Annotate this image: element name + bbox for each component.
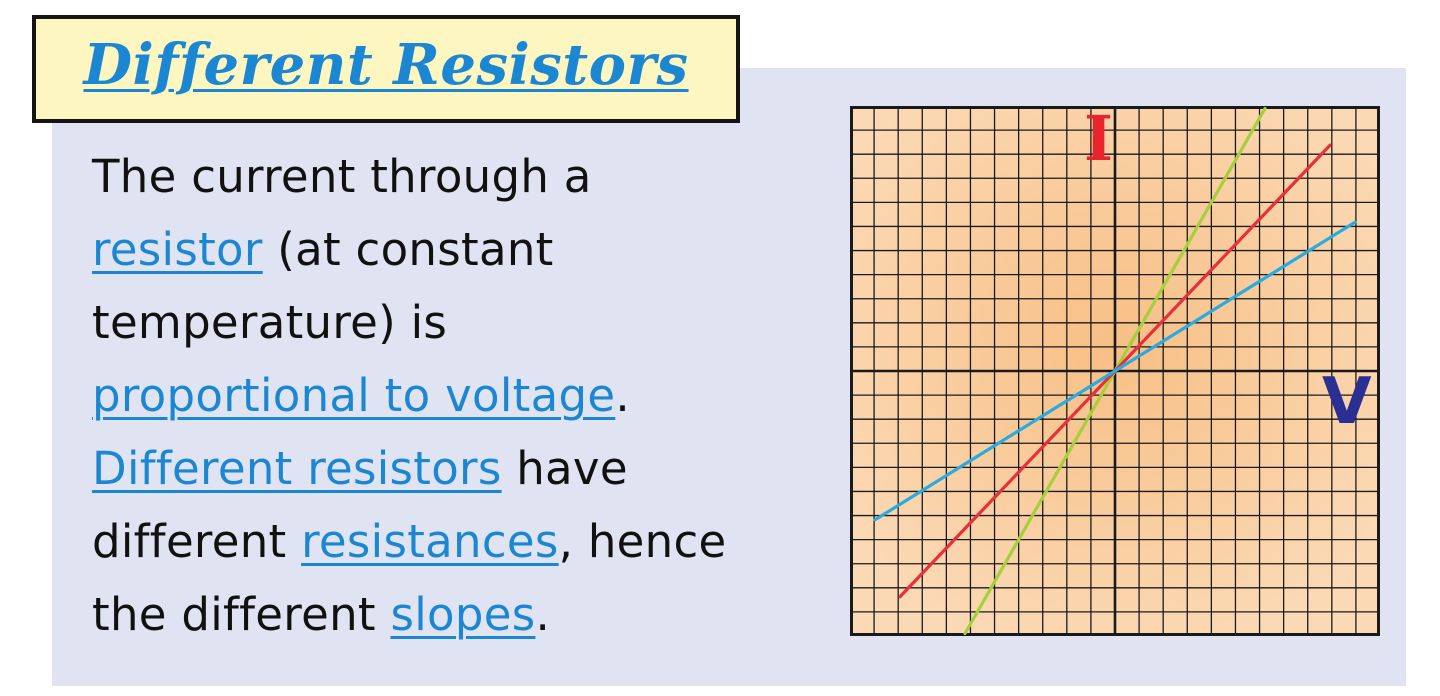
graph-border (850, 106, 1380, 636)
text-part: The current through a (92, 150, 592, 203)
text-part: . (615, 369, 630, 422)
iv-graph-svg (850, 106, 1380, 636)
explanation-text: The current through a resistor (at consta… (92, 140, 812, 651)
iv-line-blue (873, 220, 1357, 522)
y-axis-label: I (1084, 102, 1114, 175)
iv-graph (850, 106, 1380, 636)
text-part: , hence the different (92, 515, 727, 641)
keyword-proportional-to-voltage: proportional to voltage (92, 369, 616, 422)
keyword-different-resistors: Different resistors (92, 442, 502, 495)
text-part: have different (92, 442, 628, 568)
x-axis-label: V (1322, 365, 1372, 439)
title-box: Different Resistors (32, 15, 740, 123)
page-title: Different Resistors (83, 32, 689, 98)
text-part: (at constant temperature) is (92, 223, 554, 349)
keyword-resistor: resistor (92, 223, 263, 276)
keyword-slopes: slopes (390, 588, 536, 641)
keyword-resistances: resistances (301, 515, 559, 568)
text-part: . (535, 588, 551, 641)
